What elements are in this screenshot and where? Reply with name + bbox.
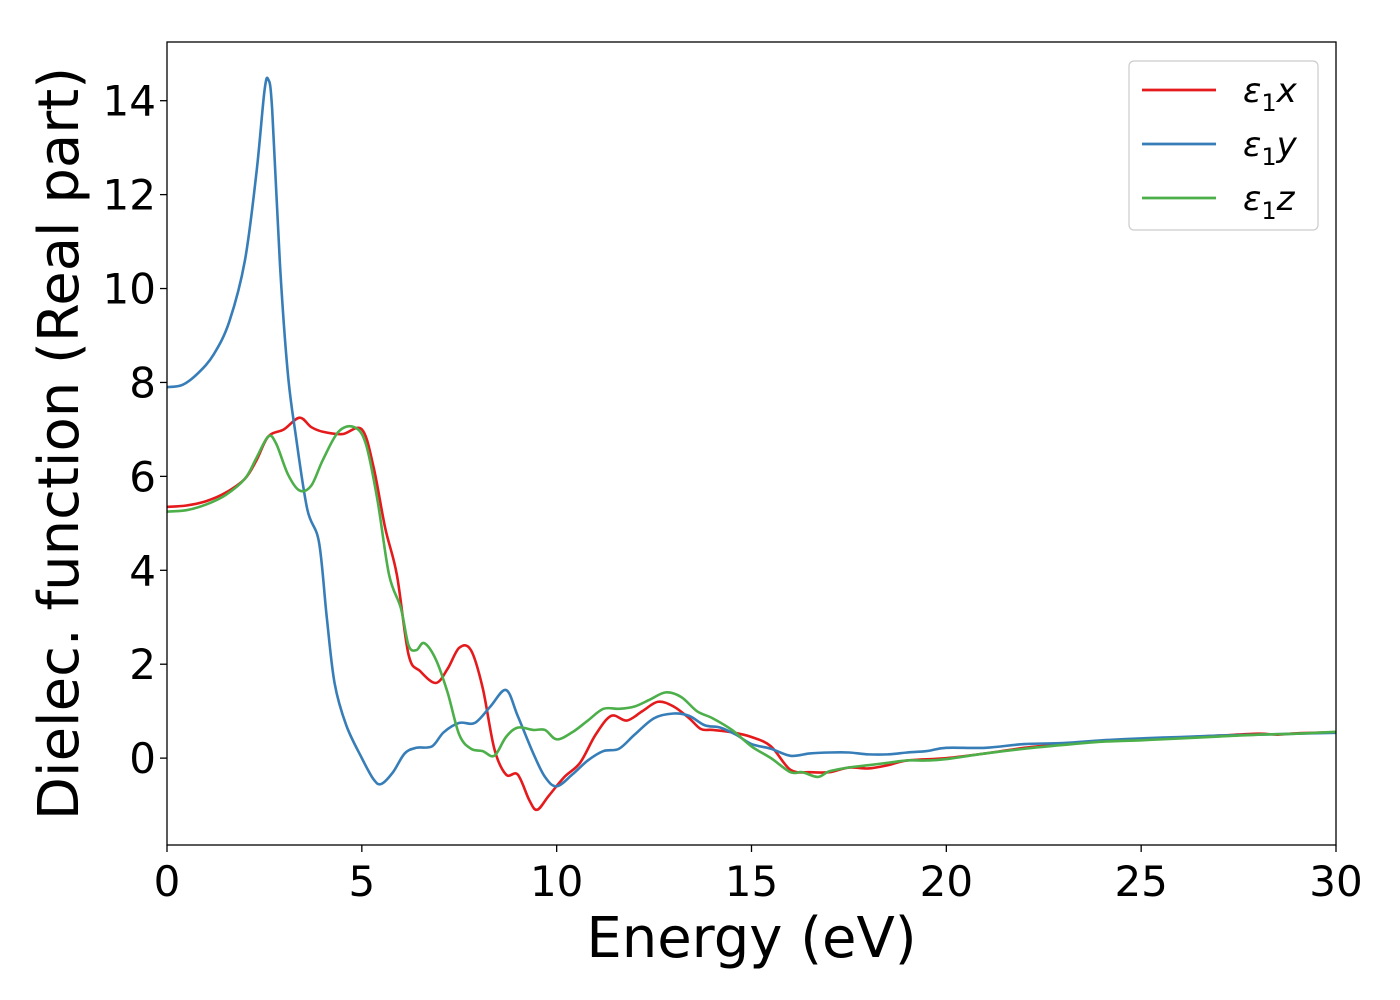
x-tick-label: 30 bbox=[1309, 857, 1362, 906]
y-axis-label: Dielec. function (Real part) bbox=[27, 67, 92, 820]
legend-label-y: ε1y bbox=[1243, 125, 1298, 171]
x-tick-label: 10 bbox=[530, 857, 583, 906]
y-tick-label: 14 bbox=[103, 77, 156, 126]
series-line-y bbox=[167, 76, 1336, 788]
x-tick-label: 20 bbox=[920, 857, 973, 906]
y-tick-label: 0 bbox=[129, 734, 156, 783]
legend: ε1x ε1y ε1z bbox=[1128, 60, 1319, 231]
legend-box bbox=[1128, 60, 1319, 231]
y-tick-label: 8 bbox=[129, 358, 156, 407]
y-tick-label: 12 bbox=[103, 171, 156, 220]
legend-label-x: ε1x bbox=[1243, 71, 1298, 117]
series-line-z bbox=[167, 424, 1336, 779]
x-tick-label: 25 bbox=[1114, 857, 1167, 906]
x-tick-label: 5 bbox=[348, 857, 375, 906]
y-axis-ticks: 0 2 4 6 8 10 12 14 bbox=[103, 77, 167, 783]
y-tick-label: 10 bbox=[103, 265, 156, 314]
y-tick-label: 6 bbox=[129, 452, 156, 501]
y-tick-label: 4 bbox=[129, 546, 156, 595]
series-layer bbox=[167, 76, 1336, 812]
x-axis-ticks: 0 5 10 15 20 25 30 bbox=[154, 845, 1363, 906]
x-axis-label: Energy (eV) bbox=[586, 906, 916, 971]
legend-label-z: ε1z bbox=[1243, 179, 1296, 225]
y-tick-label: 2 bbox=[129, 640, 156, 689]
x-tick-label: 15 bbox=[725, 857, 778, 906]
x-tick-label: 0 bbox=[154, 857, 181, 906]
